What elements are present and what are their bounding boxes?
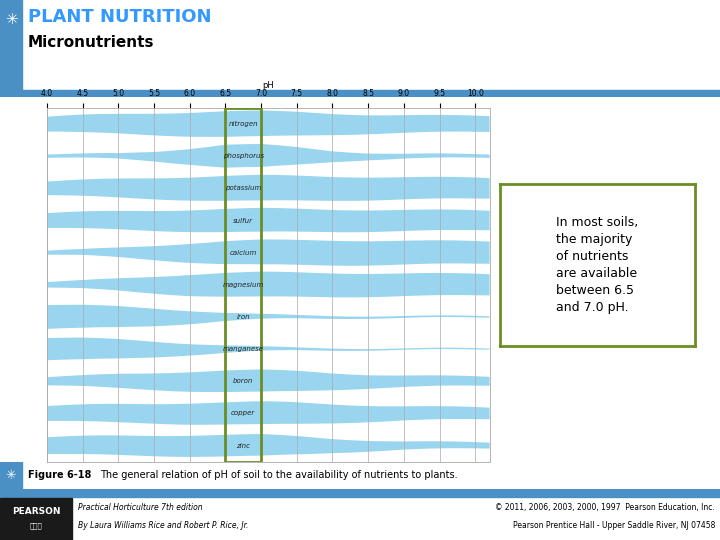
- Text: Micronutrients: Micronutrients: [28, 35, 155, 50]
- Bar: [225, 108, 261, 462]
- Text: Practical Horticulture 7th edition: Practical Horticulture 7th edition: [78, 503, 202, 512]
- X-axis label: pH: pH: [262, 81, 274, 90]
- Text: nitrogen: nitrogen: [228, 121, 258, 127]
- Polygon shape: [47, 239, 490, 266]
- Text: In most soils,
the majority
of nutrients
are available
between 6.5
and 7.0 pH.: In most soils, the majority of nutrients…: [557, 215, 639, 314]
- Text: copper: copper: [231, 410, 256, 416]
- Polygon shape: [47, 369, 490, 392]
- Text: Pearson Prentice Hall - Upper Saddle River, NJ 07458: Pearson Prentice Hall - Upper Saddle Riv…: [513, 522, 715, 530]
- Polygon shape: [47, 175, 490, 201]
- Text: magnesium: magnesium: [222, 282, 264, 288]
- Text: PLANT NUTRITION: PLANT NUTRITION: [28, 8, 212, 26]
- Text: ✳: ✳: [4, 11, 17, 26]
- Text: calcium: calcium: [230, 249, 257, 256]
- Text: potassium: potassium: [225, 185, 261, 192]
- Text: The general relation of pH of soil to the availability of nutrients to plants.: The general relation of pH of soil to th…: [100, 470, 458, 480]
- Text: 〜〜〜: 〜〜〜: [30, 523, 42, 529]
- Polygon shape: [47, 144, 490, 167]
- Text: By Laura Williams Rice and Robert P. Rice, Jr.: By Laura Williams Rice and Robert P. Ric…: [78, 522, 248, 530]
- Text: zinc: zinc: [236, 443, 251, 449]
- Text: Figure 6-18: Figure 6-18: [28, 470, 91, 480]
- Polygon shape: [47, 111, 490, 137]
- Polygon shape: [47, 272, 490, 298]
- Text: © 2011, 2006, 2003, 2000, 1997  Pearson Education, Inc.: © 2011, 2006, 2003, 2000, 1997 Pearson E…: [495, 503, 715, 512]
- Text: PEARSON: PEARSON: [12, 508, 60, 516]
- Polygon shape: [47, 208, 490, 232]
- Text: iron: iron: [236, 314, 250, 320]
- Text: ✳: ✳: [6, 469, 17, 482]
- Text: phosphorus: phosphorus: [222, 153, 264, 159]
- Bar: [0, 489, 720, 497]
- Bar: [0, 498, 72, 540]
- Text: boron: boron: [233, 379, 253, 384]
- Bar: [0, 462, 22, 489]
- Polygon shape: [47, 305, 490, 329]
- Text: manganese: manganese: [222, 346, 264, 352]
- Polygon shape: [47, 434, 490, 457]
- Text: sulfur: sulfur: [233, 218, 253, 224]
- Polygon shape: [47, 338, 490, 360]
- Bar: [0, 0, 22, 97]
- Polygon shape: [47, 401, 490, 425]
- Bar: [22, 90, 720, 97]
